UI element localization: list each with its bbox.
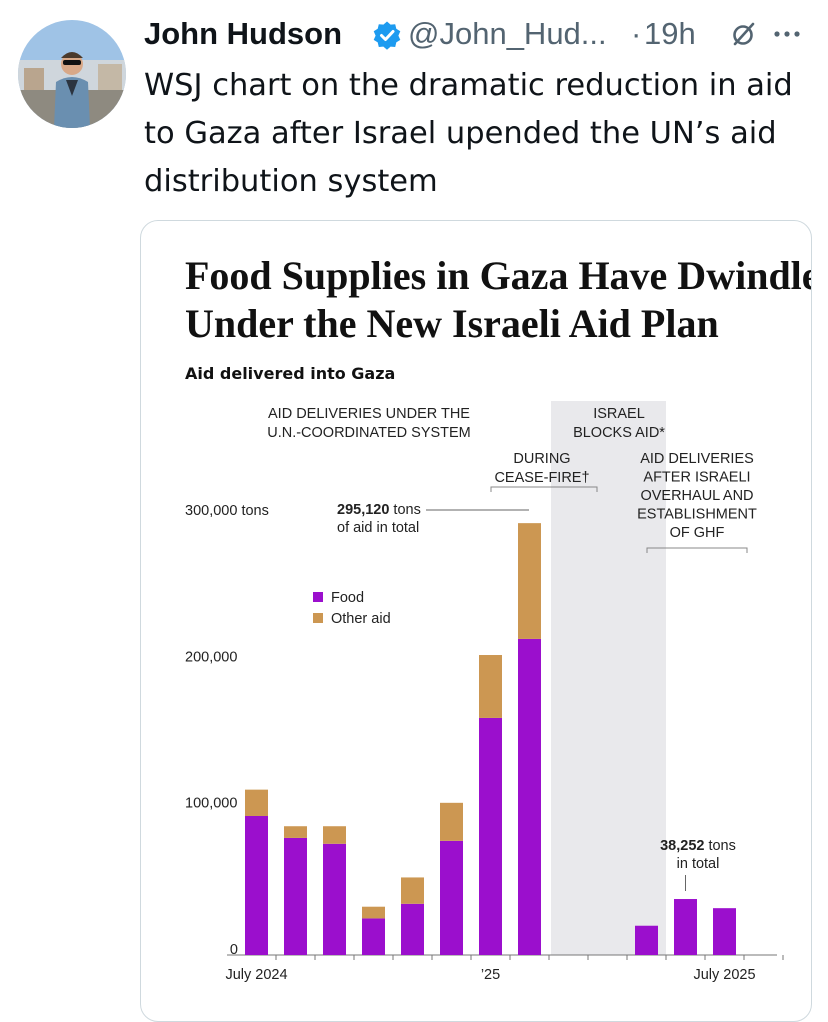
chart-title-line-1: Food Supplies in Gaza Have Dwindled bbox=[185, 253, 811, 298]
annotation-israel-blocks-1: ISRAEL bbox=[593, 406, 645, 422]
legend-label-other: Other aid bbox=[331, 611, 391, 627]
x-tick-label-1: ’25 bbox=[481, 967, 500, 983]
ghf-bracket bbox=[646, 547, 748, 553]
legend-swatch-food bbox=[313, 592, 323, 602]
annotation-un-system-1: AID DELIVERIES UNDER THE bbox=[268, 406, 470, 422]
annotation-after-overhaul-3: OVERHAUL AND bbox=[640, 488, 753, 504]
y-tick-label-3: 0 bbox=[230, 942, 238, 958]
tweet-text: WSJ chart on the dramatic reduction in a… bbox=[144, 68, 793, 199]
author-name[interactable]: John Hudson bbox=[144, 16, 343, 51]
annotation-un-system-2: U.N.-COORDINATED SYSTEM bbox=[267, 425, 471, 441]
chart-subtitle: Aid delivered into Gaza bbox=[185, 364, 395, 383]
bar-food-0 bbox=[245, 815, 268, 955]
annotation-ceasefire-2: CEASE-FIRE† bbox=[494, 470, 589, 486]
annotation-after-overhaul-1: AID DELIVERIES bbox=[640, 451, 754, 467]
tweet-header: John Hudson @John_Hud... · 19h bbox=[144, 14, 814, 58]
bar-other-1 bbox=[284, 826, 307, 838]
annotation-low-line2: in total bbox=[677, 856, 720, 872]
bar-other-7 bbox=[518, 523, 541, 639]
bar-food-6 bbox=[479, 717, 502, 955]
annotation-peak-line2: of aid in total bbox=[337, 520, 419, 536]
annotation-low-value: 38,252 bbox=[660, 838, 704, 854]
timestamp[interactable]: 19h bbox=[644, 16, 696, 51]
bar-food-11 bbox=[674, 899, 697, 955]
legend-swatch-other bbox=[313, 613, 323, 623]
annotation-after-overhaul-2: AFTER ISRAELI bbox=[643, 470, 750, 486]
bar-food-1 bbox=[284, 837, 307, 955]
bar-other-5 bbox=[440, 802, 463, 841]
bar-food-10 bbox=[635, 925, 658, 955]
separator-dot: · bbox=[631, 16, 642, 51]
x-tick-label-2: July 2025 bbox=[693, 967, 755, 983]
x-tick-label-0: July 2024 bbox=[225, 967, 287, 983]
annotation-low-unit: tons bbox=[708, 838, 735, 854]
annotation-ceasefire-1: DURING bbox=[513, 451, 570, 467]
bar-other-2 bbox=[323, 826, 346, 844]
annotation-peak-value: 295,120 bbox=[337, 502, 389, 518]
chart-title-line-2: Under the New Israeli Aid Plan bbox=[185, 301, 719, 346]
bar-other-0 bbox=[245, 789, 268, 816]
author-avatar[interactable] bbox=[18, 20, 126, 128]
grok-icon[interactable] bbox=[730, 20, 758, 48]
bar-food-7 bbox=[518, 638, 541, 955]
chart: Food Supplies in Gaza Have DwindledUnder… bbox=[185, 253, 811, 983]
annotation-after-overhaul-5: OF GHF bbox=[670, 525, 725, 541]
bar-food-2 bbox=[323, 843, 346, 955]
bar-other-4 bbox=[401, 877, 424, 904]
annotation-peak-unit: tons bbox=[393, 502, 420, 518]
blocked-period-shade bbox=[551, 401, 666, 955]
author-handle[interactable]: @John_Hud... bbox=[408, 16, 607, 51]
y-tick-label-1: 200,000 bbox=[185, 649, 237, 665]
bar-food-4 bbox=[401, 903, 424, 955]
bar-food-12 bbox=[713, 908, 736, 955]
y-tick-label-0: 300,000 tons bbox=[185, 503, 269, 519]
annotation-after-overhaul-4: ESTABLISHMENT bbox=[637, 507, 757, 523]
bar-food-5 bbox=[440, 840, 463, 955]
verified-badge-icon[interactable] bbox=[372, 20, 402, 50]
more-options-icon[interactable] bbox=[768, 14, 808, 50]
annotation-low-total: 38,252 tons bbox=[660, 838, 736, 854]
y-tick-label-2: 100,000 bbox=[185, 796, 237, 812]
ceasefire-bracket bbox=[490, 486, 598, 492]
bar-other-6 bbox=[479, 655, 502, 718]
bar-other-3 bbox=[362, 906, 385, 919]
chart-image-card[interactable]: Food Supplies in Gaza Have Dwindled Under… bbox=[140, 220, 812, 1022]
bar-food-3 bbox=[362, 918, 385, 955]
annotation-peak-total: 295,120 tons bbox=[337, 502, 421, 518]
legend-label-food: Food bbox=[331, 590, 364, 606]
annotation-israel-blocks-2: BLOCKS AID* bbox=[573, 425, 665, 441]
